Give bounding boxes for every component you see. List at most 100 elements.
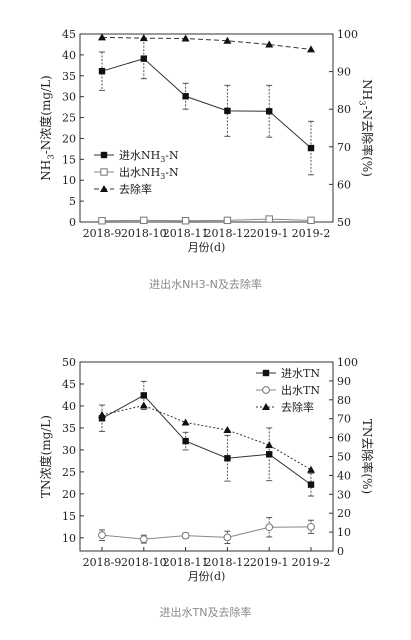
left-axis-tick-label: 35 <box>62 70 76 83</box>
data-point <box>223 426 232 434</box>
series-line <box>101 36 312 50</box>
data-point <box>181 34 190 42</box>
legend-marker <box>100 151 108 159</box>
tn-chart-figure: 10 15 20 25 30 35 40 45 50 0 10 20 30 40 50 60 70 80 90 100… <box>0 338 411 602</box>
x-axis-tick-label: 2019-2 <box>292 556 331 569</box>
data-point <box>140 55 147 62</box>
data-point <box>98 33 106 41</box>
data-point <box>140 216 148 225</box>
data-point <box>265 523 274 532</box>
right-axis-tick-label: 70 <box>337 413 351 426</box>
right-axis-tick-label: 20 <box>337 507 351 520</box>
left-axis-title: NH3-N浓度(mg/L) <box>38 75 56 180</box>
data-point <box>265 40 274 48</box>
data-point <box>98 217 106 225</box>
data-point <box>181 531 190 540</box>
left-axis-tick-label: 45 <box>62 28 76 41</box>
series-1 <box>98 380 315 497</box>
nh3n-chart-figure: 0 5 10 15 20 25 30 35 40 45 50 60 70 80 90 100 2018-9 201… <box>0 0 411 274</box>
legend-marker <box>262 403 270 410</box>
data-point <box>139 34 148 42</box>
tn-figure-caption: 进出水TN及去除率 <box>159 606 252 619</box>
right-axis-tick-label: 70 <box>337 141 351 154</box>
data-point <box>307 481 315 488</box>
x-axis-tick-label: 2018-10 <box>121 556 167 569</box>
data-point <box>140 392 147 399</box>
left-axis-tick-label: 40 <box>62 400 76 413</box>
x-axis-tick-label: 2019-1 <box>250 556 289 569</box>
left-axis-tick-label: 30 <box>62 91 76 104</box>
left-axis-tick-label: 25 <box>62 466 76 479</box>
plot-frame <box>79 33 334 223</box>
right-axis-tick-label: 10 <box>337 526 351 539</box>
data-point <box>223 36 232 44</box>
data-point <box>307 45 315 53</box>
left-axis-title: TN浓度(mg/L) <box>38 415 53 498</box>
series-line <box>101 394 312 486</box>
data-point <box>307 465 315 473</box>
right-axis-tick-label: 80 <box>337 394 351 407</box>
right-axis-tick-label: 0 <box>337 545 344 558</box>
data-point <box>307 216 315 225</box>
legend-label: 去除率 <box>281 400 314 414</box>
data-point <box>98 67 106 75</box>
data-point <box>139 535 148 544</box>
right-axis-tick-label: 100 <box>337 28 358 41</box>
series-2 <box>98 517 315 545</box>
legend-label: 出水NH3-N <box>119 165 179 181</box>
data-point <box>265 441 274 449</box>
x-axis-tick-label: 2019-1 <box>250 227 289 240</box>
right-axis-tick-label: 40 <box>337 469 351 482</box>
left-axis-tick-label: 0 <box>69 216 76 229</box>
x-axis-tick-label: 2018-9 <box>83 556 122 569</box>
right-axis-tick-label: 90 <box>337 375 351 388</box>
legend-label: 去除率 <box>119 182 152 196</box>
data-point <box>98 531 106 540</box>
x-axis-tick-label: 2018-9 <box>83 227 122 240</box>
data-point <box>98 415 106 422</box>
legend-marker <box>100 168 108 176</box>
data-point <box>265 215 273 223</box>
right-axis-tick-label: 50 <box>337 216 351 229</box>
series-3 <box>98 33 315 53</box>
series-1 <box>98 38 315 176</box>
series-line <box>101 58 312 149</box>
data-point <box>224 455 231 462</box>
series-2 <box>98 215 315 225</box>
left-axis-tick-label: 25 <box>62 112 76 125</box>
data-point <box>182 437 189 445</box>
data-point <box>307 522 315 531</box>
x-axis-title: 月份(d) <box>188 570 226 583</box>
x-axis-tick-label: 2018-11 <box>163 556 209 569</box>
left-axis-tick-label: 15 <box>62 153 76 166</box>
left-axis-tick-label: 10 <box>62 174 76 187</box>
right-axis-tick-label: 60 <box>337 178 351 191</box>
tn-chart: 10 15 20 25 30 35 40 45 50 0 10 20 30 40 50 60 70 80 90 100… <box>38 356 375 583</box>
left-axis-tick-label: 20 <box>62 132 76 145</box>
left-axis-tick-label: 10 <box>62 532 76 545</box>
x-axis-tick-label: 2018-11 <box>163 227 209 240</box>
left-axis-tick-label: 45 <box>62 378 76 391</box>
x-axis-tick-label: 2018-12 <box>205 227 251 240</box>
data-point <box>98 410 106 418</box>
series-line <box>101 526 312 540</box>
x-axis-tick-label: 2019-2 <box>292 227 331 240</box>
data-point <box>307 144 315 152</box>
left-axis-tick-label: 20 <box>62 488 76 501</box>
legend-label: 进水TN <box>281 367 320 380</box>
legend-marker <box>262 369 270 377</box>
data-point <box>266 451 273 458</box>
right-axis-tick-label: 60 <box>337 432 351 445</box>
legend-marker <box>100 185 108 192</box>
legend-label: 出水TN <box>281 383 320 397</box>
left-axis-tick-label: 35 <box>62 422 76 435</box>
right-axis-tick-label: 50 <box>337 451 351 464</box>
data-point <box>181 217 190 225</box>
data-point <box>181 418 190 426</box>
right-axis-title: TN去除率(%) <box>360 419 375 494</box>
series-3 <box>98 401 315 473</box>
legend-marker <box>262 386 270 394</box>
x-axis-tick-label: 2018-12 <box>205 556 251 569</box>
x-axis-tick-label: 2018-10 <box>121 227 167 240</box>
